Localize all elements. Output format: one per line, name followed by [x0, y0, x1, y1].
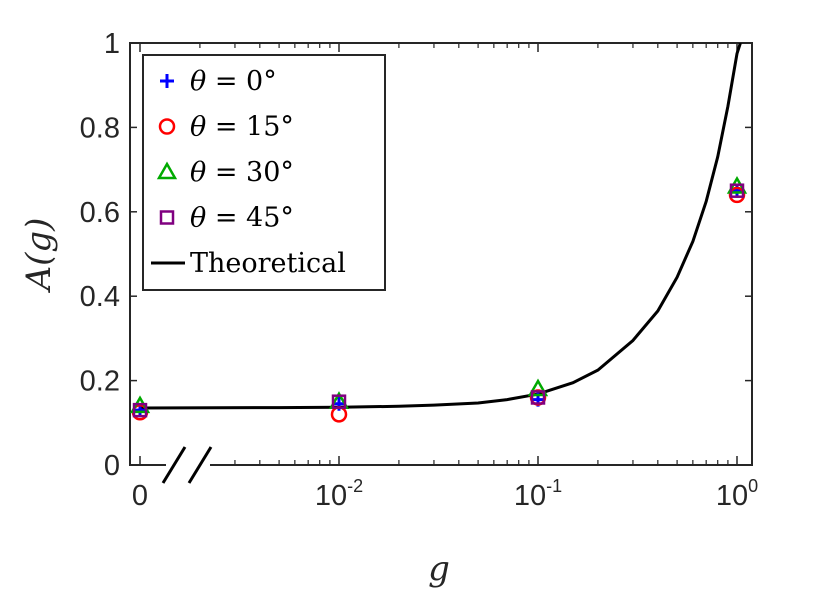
square-marker: [331, 394, 347, 409]
legend-entry-label: θ = 15°: [190, 112, 294, 143]
axis-labels: g A(g): [19, 218, 450, 589]
legend-box: [142, 54, 386, 291]
legend-entry-label: θ = 30°: [190, 157, 294, 188]
square-marker: [729, 183, 745, 198]
square-marker: [132, 402, 148, 418]
x-tick-label: 10-2: [315, 476, 363, 512]
legend-triangle-marker: [156, 161, 178, 180]
x-axis-label: g: [428, 549, 450, 589]
legend-circle-marker: [158, 118, 176, 135]
y-tick-label: 1: [104, 28, 120, 60]
y-tick-label: 0.8: [80, 112, 120, 144]
y-tick-label: 0.6: [80, 197, 120, 229]
triangle-marker: [527, 378, 549, 397]
legend-square-marker: [159, 210, 175, 225]
plot-frame: [129, 42, 753, 466]
legend-entry-label: θ = 0°: [190, 66, 277, 97]
axis-break-slash: [161, 446, 187, 484]
x-tick-label: 0: [132, 480, 148, 512]
axis-break-slash: [187, 446, 213, 484]
markers-layer: [129, 175, 748, 423]
square-marker: [530, 390, 546, 405]
theoretical-curve: [139, 43, 742, 410]
x-tick-label: 10-1: [514, 476, 562, 512]
legend: θ = 0° θ = 15° θ = 30° θ = 45° Theoretical: [142, 54, 386, 291]
y-axis-label: A(g): [19, 218, 59, 294]
y-tick-label: 0: [104, 450, 120, 482]
legend-plus-marker: [160, 74, 174, 88]
x-tick-label: 100: [716, 476, 758, 512]
legend-entry-label: Theoretical: [190, 248, 346, 279]
theoretical-curve-layer: [139, 43, 742, 410]
legend-entry-label: θ = 45°: [190, 203, 294, 234]
axis-break-marks: [161, 446, 213, 484]
axes: 0 0.2 0.4 0.6 0.8 1 0 10-2 10-1 100: [80, 28, 758, 512]
y-tick-label: 0.4: [80, 281, 120, 313]
y-tick-label: 0.2: [80, 366, 120, 398]
